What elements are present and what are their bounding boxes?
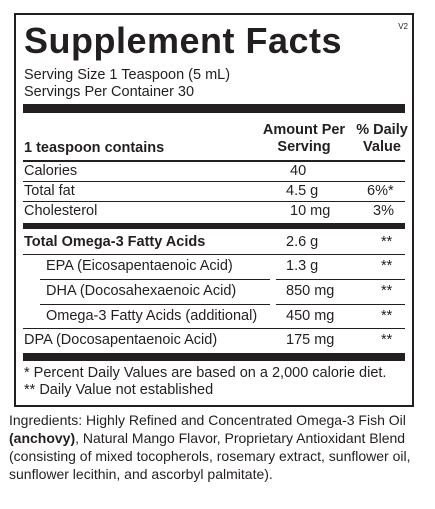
row-cholesterol-name: Cholesterol [24,203,98,219]
row-dpa-name: DPA (Docosapentaenoic Acid) [24,332,218,348]
row-omega3-additional-dv: ** [381,308,393,324]
version-code: V2 [398,22,408,31]
row-cholesterol-amount: 10 mg [290,203,331,219]
row-total-fat-amount: 4.5 g [286,183,319,199]
header-dv-line1: % Daily [356,122,408,138]
header-amount-line1: Amount Per [262,122,346,138]
row-dha-amount: 850 mg [286,283,335,299]
row-epa-amount: 1.3 g [286,258,319,274]
header-contains: 1 teaspoon contains [24,140,165,156]
panel-title: Supplement Facts [24,20,343,61]
row-total-fat-dv: 6%* [367,183,394,199]
serving-size: Serving Size 1 Teaspoon (5 mL) [24,67,231,83]
ingredients-anchovy: (anchovy) [9,430,76,446]
row-total-fat-name: Total fat [24,183,75,199]
supplement-facts-panel: Supplement Facts V2 Serving Size 1 Teasp… [14,13,414,407]
header-dv-line2: Value [363,139,401,155]
row-total-omega3-amount: 2.6 g [286,234,319,250]
row-divider [23,201,405,202]
thick-divider-bottom [23,353,405,361]
header-amount-line2: Serving [277,139,331,155]
row-dha-name: DHA (Docosahexaenoic Acid) [46,283,237,299]
ingredients-prefix: Ingredients: Highly Refined and Concentr… [9,412,406,428]
row-divider [40,279,270,280]
row-total-omega3-dv: ** [381,234,393,250]
header-divider [23,160,405,162]
row-divider [23,181,405,182]
row-dha-dv: ** [381,283,393,299]
row-epa-name: EPA (Eicosapentaenoic Acid) [46,258,233,274]
row-calories-name: Calories [24,163,78,179]
row-divider [40,304,270,305]
row-divider [276,279,405,280]
row-calories-amount: 40 [290,163,307,179]
servings-per-container: Servings Per Container 30 [24,84,195,100]
ingredients-statement: Ingredients: Highly Refined and Concentr… [9,411,429,483]
row-cholesterol-dv: 3% [373,203,394,219]
row-omega3-additional-name: Omega-3 Fatty Acids (additional) [46,308,258,324]
footnote-dv-not-established: ** Daily Value not established [24,382,214,398]
row-omega3-additional-amount: 450 mg [286,308,335,324]
row-dpa-amount: 175 mg [286,332,335,348]
row-epa-dv: ** [381,258,393,274]
row-divider [23,328,405,329]
footnote-percent-dv: * Percent Daily Values are based on a 2,… [24,365,387,381]
row-total-omega3-name: Total Omega-3 Fatty Acids [24,234,206,250]
thick-divider-top [23,104,405,113]
ingredients-suffix: , Natural Mango Flavor, Proprietary Anti… [9,430,411,482]
row-divider [23,254,405,255]
row-dpa-dv: ** [381,332,393,348]
thick-divider-middle [23,223,405,229]
row-divider [276,304,405,305]
